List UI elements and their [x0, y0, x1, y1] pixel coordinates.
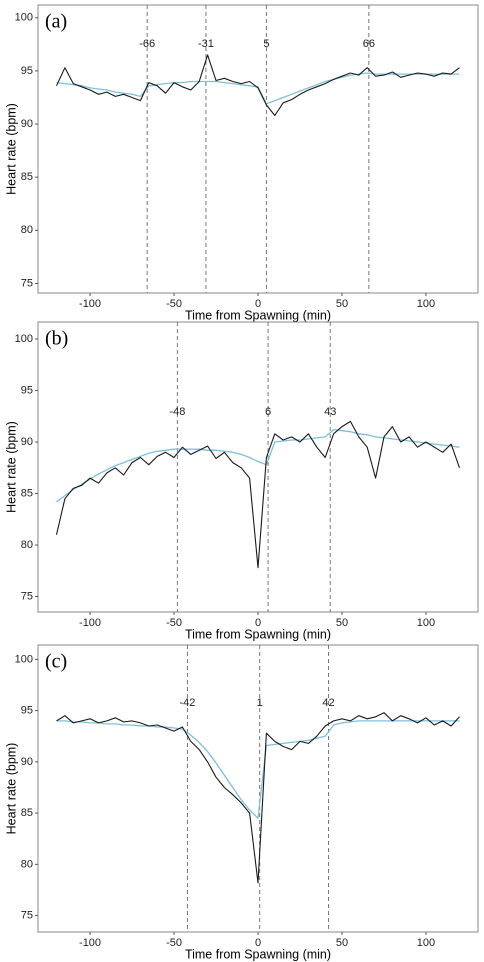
y-tick-label: 100 [15, 333, 33, 345]
x-axis-title: Time from Spawning (min) [185, 308, 331, 322]
y-tick-label: 75 [21, 590, 33, 602]
data-line [55, 420, 461, 569]
y-tick-label: 75 [21, 277, 33, 289]
x-tick-label: -50 [166, 937, 182, 949]
y-tick-label: 85 [21, 487, 33, 499]
y-tick-label: 100 [15, 12, 33, 24]
data-line [56, 54, 460, 117]
plot-frame [37, 644, 479, 933]
x-tick-label: -100 [79, 937, 101, 949]
x-tick-label: 50 [336, 298, 348, 310]
y-tick-label: 95 [21, 384, 33, 396]
reference-label: 1 [257, 697, 263, 709]
panel-label: (c) [45, 651, 67, 673]
reference-label: -31 [198, 38, 214, 50]
y-tick-label: 80 [21, 858, 33, 870]
x-tick-label: 0 [255, 298, 261, 310]
y-tick-label: 100 [15, 653, 33, 665]
x-tick-label: 50 [336, 617, 348, 629]
reference-label: 66 [363, 38, 375, 50]
x-tick-label: -50 [166, 617, 182, 629]
data-line [56, 72, 460, 105]
reference-label: -48 [169, 406, 185, 418]
reference-label: 6 [265, 406, 271, 418]
panel-label: (b) [45, 328, 68, 350]
reference-label: 42 [322, 697, 334, 709]
plot-frame [37, 4, 479, 294]
data-line [56, 720, 460, 819]
x-tick-label: 0 [255, 617, 261, 629]
y-axis-title: Heart rate (bpm) [4, 743, 18, 835]
y-axis-title: Heart rate (bpm) [4, 103, 18, 195]
y-tick-label: 90 [21, 118, 33, 130]
x-tick-label: -50 [166, 298, 182, 310]
data-line [56, 429, 460, 503]
reference-label: -66 [139, 38, 155, 50]
y-tick-label: 85 [21, 807, 33, 819]
x-axis-title: Time from Spawning (min) [185, 627, 331, 641]
y-tick-label: 90 [21, 436, 33, 448]
reference-label: -42 [180, 697, 196, 709]
y-tick-label: 75 [21, 910, 33, 922]
y-tick-label: 95 [21, 65, 33, 77]
x-tick-label: 0 [255, 937, 261, 949]
y-axis-title: Heart rate (bpm) [4, 421, 18, 513]
y-tick-label: 80 [21, 539, 33, 551]
x-tick-label: 100 [417, 298, 435, 310]
x-tick-label: -100 [79, 617, 101, 629]
x-tick-label: 100 [417, 937, 435, 949]
x-tick-label: -100 [79, 298, 101, 310]
data-line [56, 712, 460, 884]
plot-frame [37, 321, 479, 613]
x-axis-title: Time from Spawning (min) [185, 947, 331, 961]
y-tick-label: 90 [21, 756, 33, 768]
y-tick-label: 95 [21, 705, 33, 717]
y-tick-label: 80 [21, 224, 33, 236]
reference-label: 5 [263, 38, 269, 50]
y-tick-label: 85 [21, 171, 33, 183]
reference-label: 43 [324, 406, 336, 418]
panel-label: (a) [45, 11, 67, 33]
x-tick-label: 100 [417, 617, 435, 629]
x-tick-label: 50 [336, 937, 348, 949]
